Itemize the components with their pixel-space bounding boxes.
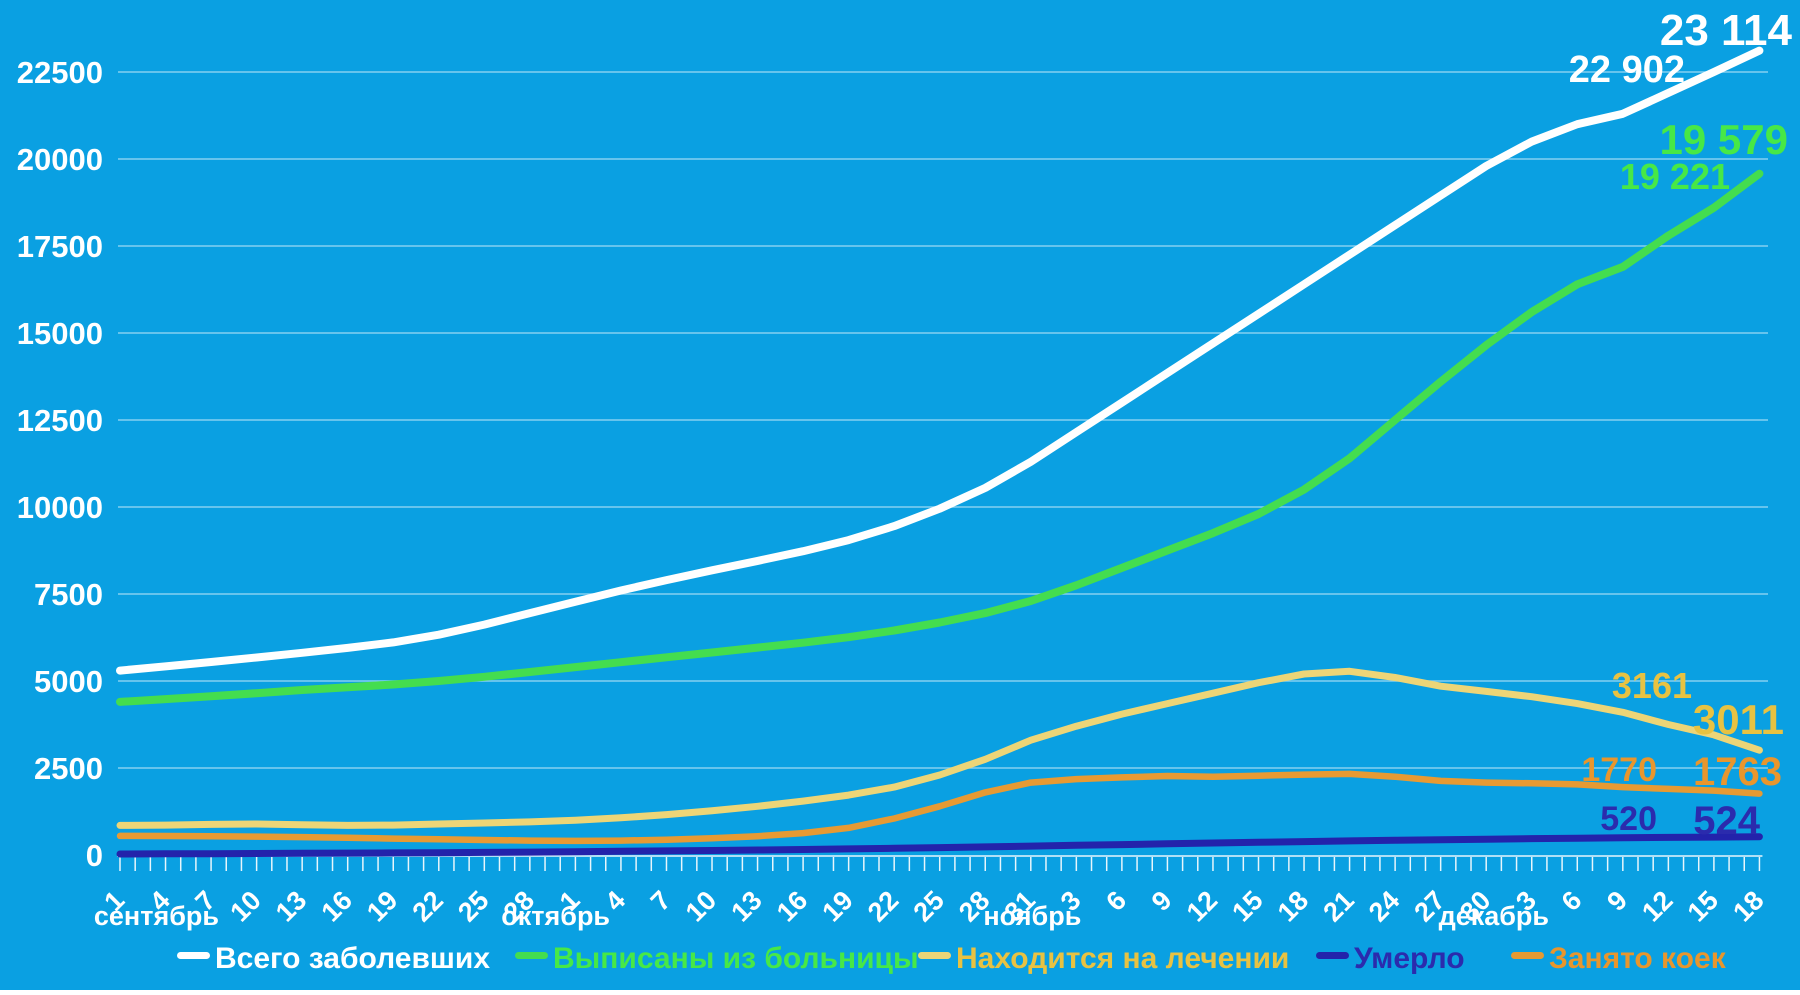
- end-label-total-cases-prev: 22 902: [1569, 49, 1685, 91]
- y-tick-label: 17500: [17, 229, 103, 264]
- y-tick-label: 7500: [34, 577, 103, 612]
- series-line-beds-occupied: [116, 770, 1763, 845]
- end-label-died-prev: 520: [1600, 800, 1657, 838]
- end-label-discharged-last: 19 579: [1660, 116, 1788, 163]
- legend-label-total-cases: Всего заболевших: [215, 942, 490, 975]
- legend-swatch-total-cases: [177, 952, 210, 959]
- y-tick-label: 10000: [17, 490, 103, 525]
- gridlines: [118, 71, 1768, 769]
- y-tick-label: 20000: [17, 142, 103, 177]
- legend-swatch-died: [1316, 952, 1349, 959]
- series-line-in-treatment: [116, 667, 1763, 829]
- y-tick-label: 2500: [34, 751, 103, 786]
- legend-item-discharged: Выписаны из больницы: [515, 942, 919, 975]
- series-lines: [116, 46, 1764, 858]
- legend-item-died: Умерло: [1316, 942, 1465, 975]
- series-line-total-cases: [116, 46, 1764, 675]
- y-tick-label: 0: [86, 838, 103, 873]
- legend-label-died: Умерло: [1354, 942, 1465, 975]
- month-labels: сентябрь октябрь ноябрь декабрь: [94, 901, 1549, 931]
- end-label-beds-occupied-prev: 1770: [1581, 751, 1657, 789]
- y-tick-label: 22500: [17, 55, 103, 90]
- series-line-discharged: [116, 169, 1764, 706]
- end-label-in-treatment-prev: 3161: [1612, 665, 1692, 706]
- end-label-died-last: 524: [1693, 799, 1760, 843]
- month-label: декабрь: [1439, 901, 1549, 931]
- legend: Всего заболевших Выписаны из больницы Нахо…: [177, 942, 1727, 975]
- legend-label-in-treatment: Находится на лечении: [956, 942, 1289, 975]
- y-tick-label: 15000: [17, 316, 103, 351]
- legend-swatch-in-treatment: [918, 952, 951, 959]
- y-tick-label: 5000: [34, 664, 103, 699]
- legend-item-total-cases: Всего заболевших: [177, 942, 490, 975]
- y-axis-labels: 0 2500 5000 7500 10000 12500 15000 17500 20000 22…: [17, 55, 103, 873]
- end-label-total-cases-last: 23 114: [1660, 6, 1793, 55]
- month-label: ноябрь: [983, 901, 1081, 931]
- end-label-discharged-prev: 19 221: [1620, 156, 1730, 197]
- legend-item-in-treatment: Находится на лечении: [918, 942, 1289, 975]
- end-label-in-treatment-last: 3011: [1693, 696, 1784, 743]
- legend-label-beds-occupied: Занято коек: [1549, 942, 1727, 975]
- end-label-beds-occupied-last: 1763: [1693, 750, 1782, 794]
- month-label: октябрь: [501, 901, 610, 931]
- legend-item-beds-occupied: Занято коек: [1511, 942, 1727, 975]
- legend-label-discharged: Выписаны из больницы: [553, 942, 919, 975]
- y-tick-label: 12500: [17, 403, 103, 438]
- legend-swatch-beds-occupied: [1511, 952, 1544, 959]
- legend-swatch-discharged: [515, 952, 548, 959]
- series-line-died: [116, 833, 1763, 858]
- month-label: сентябрь: [94, 901, 219, 931]
